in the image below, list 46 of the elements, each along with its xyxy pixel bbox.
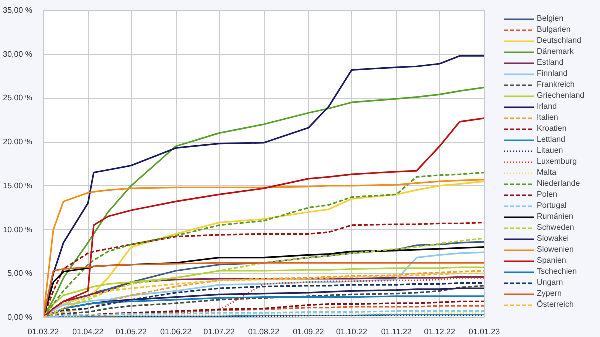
legend-label: Portugal: [537, 201, 567, 210]
legend-label: Frankreich: [537, 80, 575, 89]
x-tick-label: 01.08.22: [248, 328, 280, 336]
x-tick-label: 01.10.22: [336, 328, 368, 336]
legend-label: Italien: [537, 113, 558, 122]
legend-label: Österreich: [537, 300, 574, 309]
legend-label: Malta: [537, 168, 557, 177]
legend-label: Litauen: [537, 146, 564, 155]
x-tick-label: 01.05.22: [116, 328, 148, 336]
x-tick-label: 01.06.22: [160, 328, 192, 336]
legend-label: Spanien: [537, 256, 566, 265]
y-tick-label: 5,00 %: [8, 269, 32, 278]
legend-label: Deutschland: [537, 36, 582, 45]
legend-label: Lettland: [537, 135, 566, 144]
legend-label: Rumänien: [537, 212, 574, 221]
x-tick-label: 01.09.22: [293, 328, 325, 336]
legend-label: Tschechien: [537, 267, 578, 276]
y-tick-label: 15,00 %: [3, 181, 33, 190]
legend-label: Slowenien: [537, 245, 574, 254]
legend-label: Luxemburg: [537, 157, 578, 166]
legend-label: Bulgarien: [537, 25, 571, 34]
legend-label: Dänemark: [537, 47, 574, 56]
y-tick-label: 0,00 %: [8, 313, 32, 322]
legend-label: Polen: [537, 190, 558, 199]
legend-label: Estland: [537, 58, 564, 67]
y-tick-label: 25,00 %: [3, 94, 33, 103]
x-tick-label: 01.04.22: [72, 328, 104, 336]
y-tick-label: 20,00 %: [3, 138, 33, 147]
legend-label: Irland: [537, 102, 558, 111]
x-tick-label: 01.03.22: [28, 328, 60, 336]
y-tick-label: 30,00 %: [3, 50, 33, 59]
legend-label: Kroatien: [537, 124, 567, 133]
x-tick-label: 01.11.22: [381, 328, 412, 336]
legend-label: Griechenland: [537, 91, 585, 100]
legend-label: Finnland: [537, 69, 568, 78]
legend-label: Schweden: [537, 223, 574, 232]
y-tick-label: 10,00 %: [3, 225, 33, 234]
y-tick-label: 35,00 %: [3, 6, 33, 15]
x-tick-label: 01.01.23: [468, 328, 501, 336]
legend-label: Slowakei: [537, 234, 570, 243]
legend-label: Belgien: [537, 14, 564, 23]
x-tick-label: 01.12.22: [424, 328, 456, 336]
legend-label: Niederlande: [537, 179, 580, 188]
x-tick-label: 01.07.22: [204, 328, 236, 336]
legend-label: Zypern: [537, 289, 562, 298]
legend-label: Ungarn: [537, 278, 564, 287]
